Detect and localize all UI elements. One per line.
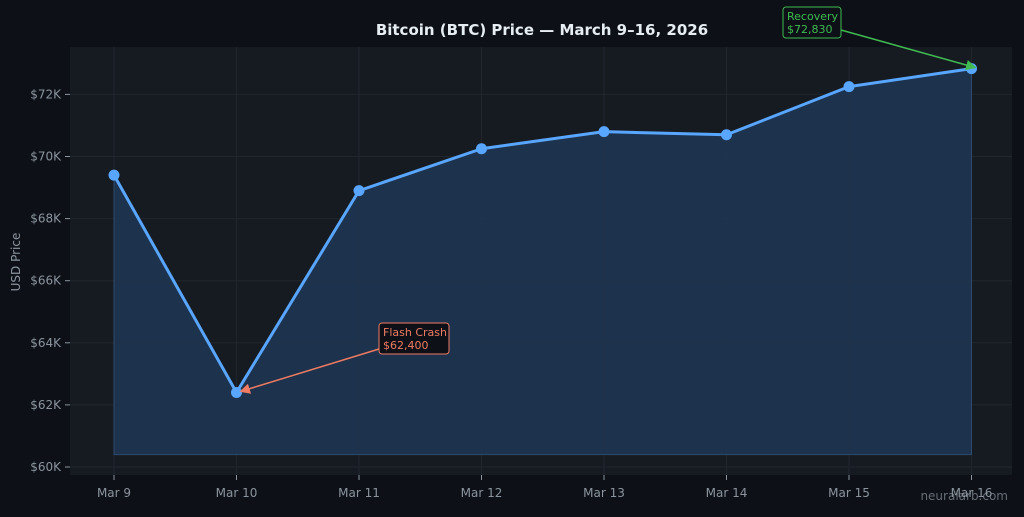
data-point <box>231 386 242 398</box>
annotation-layer: Flash Crash$62,400 Recovery$72,830 <box>239 6 977 394</box>
data-point <box>843 81 855 93</box>
data-point <box>476 143 487 155</box>
watermark: neuralarb.com <box>920 489 1008 503</box>
recovery-label: $72,830 <box>787 23 833 36</box>
flash-crash-annotation: Flash Crash$62,400 <box>239 322 450 394</box>
recovery-label: Recovery <box>787 10 838 23</box>
x-tick-label: Mar 13 <box>583 486 625 500</box>
x-tick-label: Mar 15 <box>828 486 870 500</box>
y-tick-label: $62K <box>30 398 62 412</box>
data-point <box>598 126 610 138</box>
y-tick-label: $66K <box>30 274 62 288</box>
x-tick-label: Mar 12 <box>461 486 503 500</box>
data-point <box>108 169 120 181</box>
data-point <box>353 185 365 197</box>
x-tick-label: Mar 10 <box>216 486 258 500</box>
flash-crash-label: $62,400 <box>383 339 429 352</box>
y-tick-label: $68K <box>30 212 62 226</box>
y-tick-label: $64K <box>30 336 62 350</box>
chart-title: Bitcoin (BTC) Price — March 9–16, 2026 <box>376 21 708 39</box>
axes-layer: $60K $62K $64K $66K $68K $70K $72K Mar 9 Mar 10 M… <box>30 87 992 500</box>
flash-crash-arrow <box>239 348 380 394</box>
y-tick-label: $60K <box>30 460 62 474</box>
recovery-annotation: Recovery$72,830 <box>782 6 977 71</box>
series-line <box>112 67 972 394</box>
x-tick-label: Mar 14 <box>706 486 748 500</box>
recovery-arrow <box>840 29 977 71</box>
flash-crash-box <box>378 322 450 355</box>
y-tick-label: $70K <box>30 150 62 164</box>
recovery-box <box>782 6 842 39</box>
x-tick-label: Mar 11 <box>338 486 380 500</box>
flash-crash-label: Flash Crash <box>383 326 447 339</box>
x-tick-label: Mar 9 <box>97 486 131 500</box>
y-axis-label: USD Price <box>9 233 23 292</box>
data-point <box>721 129 732 141</box>
x-tick-label: Mar 16 <box>951 486 993 500</box>
y-tick-label: $72K <box>30 87 62 101</box>
